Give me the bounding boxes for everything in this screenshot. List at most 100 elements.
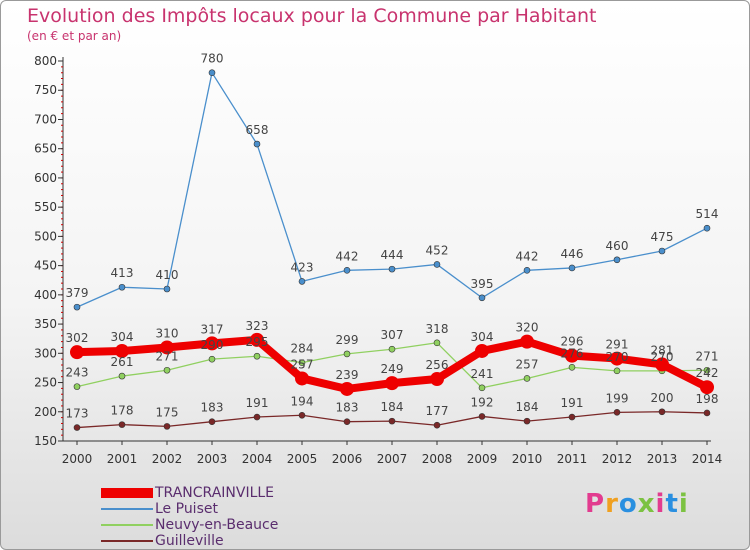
data-label: 271 [156,349,179,363]
x-tick-label: 2001 [107,452,138,466]
data-point [115,343,129,358]
data-point [523,417,531,425]
data-point [343,350,351,358]
data-point [613,367,621,375]
data-label: 410 [156,268,179,282]
data-point [253,352,261,360]
data-label: 183 [201,401,224,415]
x-tick-label: 2002 [152,452,183,466]
data-label: 304 [111,330,134,344]
data-label: 257 [291,357,314,371]
data-point [568,413,576,421]
data-point [475,343,489,358]
data-label: 296 [561,335,584,349]
data-point [298,278,306,285]
data-label: 200 [651,391,674,405]
data-label: 257 [516,357,539,371]
data-point [118,283,126,291]
data-point [343,418,351,426]
y-tick-label: 300 [34,346,57,360]
logo-letter: i [678,489,689,519]
chart-subtitle: (en € et par an) [27,29,122,43]
data-point [163,423,171,430]
data-point [388,265,396,273]
y-tick-label: 550 [34,200,57,214]
data-label: 191 [246,396,269,410]
x-tick-label: 2008 [422,452,453,466]
legend-swatch [101,540,153,542]
y-tick-label: 700 [34,112,57,126]
data-point [433,421,441,429]
data-label: 256 [426,358,449,372]
logo-letter: i [655,489,666,519]
data-point [433,339,441,347]
x-tick-label: 2007 [377,452,408,466]
data-point [388,345,396,353]
y-tick-label: 450 [34,259,57,273]
data-point [655,357,669,372]
data-label: 452 [426,243,449,257]
data-point [253,140,261,148]
logo-letter: x [637,489,656,519]
data-point [568,364,576,371]
data-label: 299 [336,333,359,347]
x-tick-label: 2006 [332,452,363,466]
x-tick-label: 2014 [692,452,723,466]
data-label: 178 [111,404,134,418]
proxiti-logo: Proxiti [585,489,689,519]
legend-label: Neuvy-en-Beauce [155,517,279,533]
data-label: 175 [156,405,179,419]
x-tick-label: 2000 [62,452,93,466]
data-label: 304 [471,330,494,344]
data-point [73,424,81,431]
data-point [523,375,531,382]
data-point [520,334,534,349]
data-point [205,336,219,351]
data-label: 780 [201,52,224,66]
data-label: 276 [561,346,584,360]
data-label: 184 [381,400,404,414]
x-tick-label: 2003 [197,452,228,466]
data-label: 295 [246,335,269,349]
data-label: 198 [696,392,719,406]
x-tick-label: 2011 [557,452,588,466]
data-label: 270 [606,350,629,364]
data-label: 177 [426,404,449,418]
data-point [163,285,171,293]
data-label: 291 [606,338,629,352]
data-label: 423 [291,260,314,274]
data-label: 514 [696,207,719,221]
axes: 150 200 250 300 350 400 450 500 550 600 650 700 750 8… [34,54,722,466]
data-point [568,264,576,272]
data-label: 446 [561,247,584,261]
data-point [478,294,486,302]
legend-label: Le Puiset [155,501,218,517]
data-point [250,332,264,347]
data-label: 379 [66,286,89,300]
data-label: 302 [66,331,89,345]
x-tick-label: 2012 [602,452,633,466]
data-label: 241 [471,367,494,381]
y-tick-label: 350 [34,317,57,331]
data-point [613,409,621,416]
data-label: 194 [291,394,314,408]
data-point [613,256,621,264]
y-tick-label: 200 [34,405,57,419]
data-label: 191 [561,396,584,410]
data-label: 442 [516,249,539,263]
data-point [208,69,216,76]
legend-swatch [101,488,153,498]
data-point [658,247,666,255]
legend-swatch [101,508,153,510]
legend-swatch [101,524,153,526]
y-tick-label: 750 [34,83,57,97]
data-point [565,348,579,363]
data-point [208,418,216,426]
y-tick-label: 250 [34,376,57,390]
y-tick-label: 400 [34,288,57,302]
data-label: 242 [696,366,719,380]
data-label: 318 [426,322,449,336]
data-labels: 379 413 410 780 658 423 442 444 452 395 442 446 460 4… [66,52,719,421]
data-label: 307 [381,328,404,342]
data-point [163,366,171,374]
